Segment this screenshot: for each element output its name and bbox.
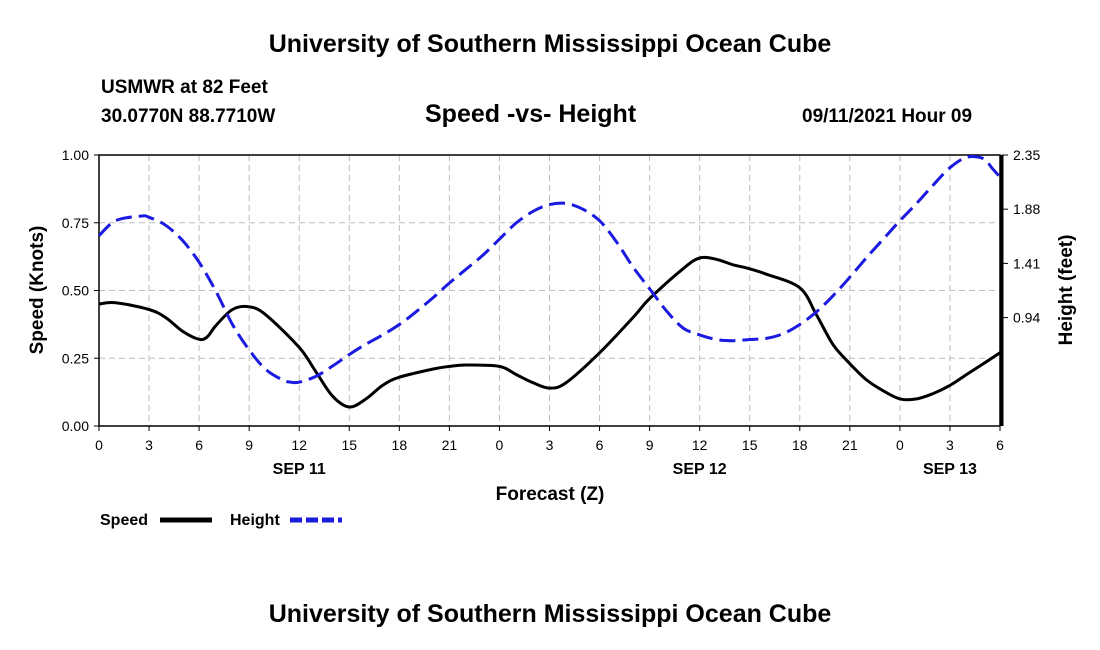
x-tick-label: 6 [195, 437, 203, 453]
x-tick-label: 0 [95, 437, 103, 453]
y2-axis-label: Height (feet) [1056, 235, 1077, 346]
y-axis-label: Speed (Knots) [27, 226, 48, 355]
x-tick-label: 12 [291, 437, 307, 453]
y2-tick-label: 2.35 [1013, 147, 1040, 163]
x-tick-label: 0 [496, 437, 504, 453]
legend-height-label: Height [230, 512, 280, 529]
date-label: SEP 12 [673, 461, 727, 478]
y-tick-label: 0.25 [62, 350, 89, 366]
x-tick-label: 18 [792, 437, 808, 453]
legend: Speed Height [100, 512, 342, 529]
chart-title: Speed -vs- Height [425, 100, 637, 128]
y-tick-label: 0.50 [62, 283, 89, 299]
series-line-speed [98, 255, 1001, 409]
main-title: University of Southern Mississippi Ocean… [268, 30, 832, 58]
x-tick-label: 9 [646, 437, 654, 453]
y-tick-label: 0.75 [62, 215, 89, 231]
x-tick-label: 15 [341, 437, 357, 453]
x-tick-label: 9 [245, 437, 253, 453]
date-label: SEP 13 [923, 461, 977, 478]
x-tick-label: 3 [546, 437, 554, 453]
y2-tick-label: 0.94 [1013, 310, 1040, 326]
datestamp-label: 09/11/2021 Hour 09 [802, 106, 973, 127]
x-tick-label: 21 [842, 437, 858, 453]
x-tick-label: 6 [996, 437, 1004, 453]
x-tick-label: 15 [742, 437, 758, 453]
coordinates-label: 30.0770N 88.7710W [101, 106, 276, 127]
x-tick-label: 12 [692, 437, 708, 453]
series-line-height [97, 155, 1002, 385]
x-tick-label: 0 [896, 437, 904, 453]
x-tick-label: 21 [442, 437, 458, 453]
x-tick-label: 3 [145, 437, 153, 453]
x-tick-label: 6 [596, 437, 604, 453]
date-label: SEP 11 [273, 461, 326, 478]
station-label: USMWR at 82 Feet [101, 77, 268, 98]
legend-speed-label: Speed [100, 512, 148, 529]
x-tick-label: 18 [392, 437, 408, 453]
y2-tick-label: 1.41 [1013, 255, 1040, 271]
y2-tick-label: 1.88 [1013, 201, 1040, 217]
x-axis-label: Forecast (Z) [496, 484, 605, 505]
y-tick-label: 0.00 [62, 418, 89, 434]
footer-title: University of Southern Mississippi Ocean… [268, 600, 832, 628]
y-tick-label: 1.00 [62, 147, 89, 163]
x-tick-label: 3 [946, 437, 954, 453]
